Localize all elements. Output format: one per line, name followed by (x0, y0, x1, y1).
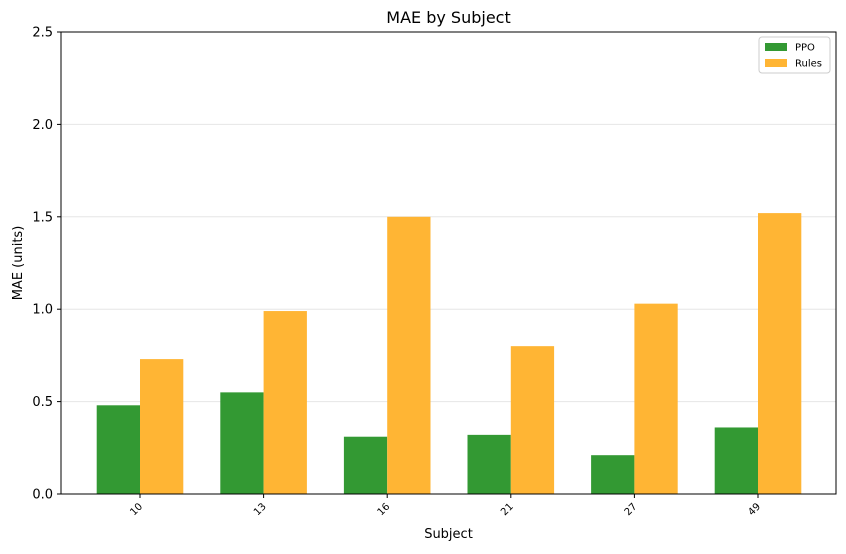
bar-rules-21 (510, 346, 555, 494)
bars (96, 213, 802, 495)
y-axis: 0.0 0.5 1.0 1.5 2.0 2.5 (32, 26, 61, 503)
bar-rules-49 (758, 213, 802, 494)
bar-ppo-21 (467, 434, 511, 494)
bar-ppo-13 (220, 392, 264, 494)
bar-rules-10 (140, 359, 184, 494)
bar-rules-13 (263, 311, 307, 494)
legend-swatch-ppo (765, 43, 787, 51)
bar-rules-27 (634, 303, 678, 494)
bar-ppo-10 (96, 405, 140, 494)
y-tick-label: 2.5 (32, 26, 53, 41)
y-tick-label: 0.5 (32, 395, 53, 410)
x-axis: 10 13 16 21 27 49 (128, 494, 763, 518)
chart-title: MAE by Subject (386, 8, 510, 27)
y-tick-label: 2.0 (32, 118, 53, 133)
plot-frame (60, 31, 837, 495)
x-tick-label: 10 (128, 501, 145, 518)
x-tick-label: 49 (746, 501, 763, 518)
bar-rules-16 (387, 216, 431, 495)
legend-swatch-rules (765, 59, 787, 67)
bar-ppo-27 (591, 455, 635, 494)
x-tick-label: 27 (623, 501, 640, 518)
bar-ppo-16 (343, 436, 388, 494)
x-tick-label: 21 (499, 501, 516, 518)
legend-label-ppo: PPO (795, 43, 815, 54)
grid-lines (61, 123, 836, 403)
bar-ppo-49 (714, 427, 758, 494)
x-tick-label: 16 (376, 501, 393, 518)
legend-label-rules: Rules (795, 59, 822, 70)
legend: PPO Rules (758, 36, 831, 74)
x-axis-label: Subject (424, 527, 473, 542)
y-axis-label: MAE (units) (11, 226, 26, 301)
y-tick-label: 0.0 (32, 488, 53, 503)
y-tick-label: 1.0 (32, 303, 53, 318)
x-tick-label: 13 (252, 501, 269, 518)
y-tick-label: 1.5 (32, 210, 53, 225)
